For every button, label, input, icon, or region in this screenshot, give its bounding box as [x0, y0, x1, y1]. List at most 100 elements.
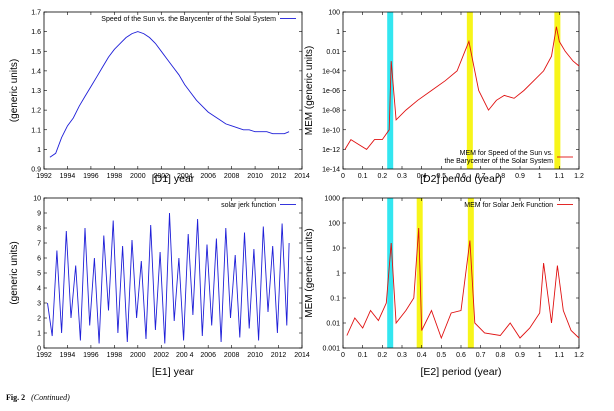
y-tick-label: 1.6 [31, 29, 41, 36]
y-tick-label: 1 [37, 147, 41, 154]
x-tick-label: 2006 [200, 173, 216, 180]
x-tick-label: 2008 [224, 352, 240, 359]
x-tick-label: 1992 [36, 173, 52, 180]
x-tick-label: 1992 [36, 352, 52, 359]
x-tick-label: 1994 [60, 173, 76, 180]
x-tick-label: 1998 [107, 352, 123, 359]
x-tick-label: 0.9 [515, 173, 525, 180]
x-tick-label: 0 [341, 173, 345, 180]
x-tick-label: 0.6 [456, 173, 466, 180]
y-axis-label: (generic units) [9, 59, 20, 122]
x-tick-label: 1 [538, 352, 542, 359]
highlight-band-2 [466, 12, 473, 169]
y-tick-label: 7 [37, 241, 41, 248]
y-axis-label: MEM (generic units) [304, 46, 315, 135]
x-tick-label: 2002 [153, 352, 169, 359]
x-tick-label: 1996 [83, 173, 99, 180]
y-axis-label: MEM (generic units) [304, 228, 315, 317]
y-tick-label: 8 [37, 226, 41, 233]
x-tick-label: 1.2 [574, 173, 584, 180]
y-tick-label: 1 [336, 29, 340, 36]
y-tick-label: 0 [37, 346, 41, 353]
y-tick-label: 1.1 [31, 127, 41, 134]
x-tick-label: 2010 [247, 352, 263, 359]
plot-frame [342, 197, 580, 349]
y-tick-label: 1e-14 [322, 167, 340, 174]
x-tick-label: 0.8 [495, 173, 505, 180]
x-tick-label: 0.1 [358, 352, 368, 359]
x-tick-label: 0 [341, 352, 345, 359]
y-tick-label: 1000 [324, 196, 340, 203]
x-tick-label: 0.9 [515, 352, 525, 359]
x-tick-label: 0.7 [476, 173, 486, 180]
x-tick-label: 2004 [177, 173, 193, 180]
y-tick-label: 1.5 [31, 49, 41, 56]
y-tick-label: 1.3 [31, 88, 41, 95]
y-tick-label: 1e-08 [322, 108, 340, 115]
series-line-d1 [49, 31, 290, 158]
panel-d1: 1992 1994 1996 1998 2000 2002 2004 2006 2008 2010… [9, 10, 310, 186]
y-tick-label: 1.7 [31, 10, 41, 17]
x-tick-label: 2006 [200, 352, 216, 359]
x-tick-label: 0.5 [436, 173, 446, 180]
x-tick-label: 1.2 [574, 352, 584, 359]
highlight-band-3 [467, 198, 474, 348]
x-tick-label: 2012 [271, 352, 287, 359]
y-tick-label: 4 [37, 286, 41, 293]
y-tick-label: 1e-10 [322, 127, 340, 134]
y-tick-label: 1 [37, 331, 41, 338]
y-tick-label: 1 [336, 271, 340, 278]
legend-label: MEM for Speed of the Sun vs. [460, 150, 553, 157]
legend-label: MEM for Solar Jerk Function [464, 202, 553, 209]
y-tick-label: 1e-04 [322, 68, 340, 75]
panel-d2: 0 0.1 0.2 0.3 0.4 0.5 0.6 0.7 0.8 0.9 1 1.1 1.2 1e-14… [304, 10, 584, 186]
x-tick-label: 1994 [60, 352, 76, 359]
panel-e2: 0 0.1 0.2 0.3 0.4 0.5 0.6 0.7 0.8 0.9 1 1.1 1.2 0.001… [304, 196, 584, 379]
x-axis-label: [E2] period (year) [420, 366, 501, 378]
x-tick-label: 1998 [107, 173, 123, 180]
y-tick-label: 1.4 [31, 68, 41, 75]
legend-label: Speed of the Sun vs. the Barycenter of t… [101, 16, 276, 23]
legend-label: the Barycenter of the Solar System [444, 158, 553, 165]
plot-frame [43, 11, 303, 170]
highlight-band-3 [554, 12, 561, 169]
panel-e1: 1992 1994 1996 1998 2000 2002 200 4 2006 2008 201… [9, 196, 310, 379]
x-tick-label: 2000 [130, 173, 146, 180]
highlight-band-1 [387, 198, 394, 348]
x-tick-label: 0.3 [397, 352, 407, 359]
x-tick-label: 0.4 [417, 173, 427, 180]
y-tick-label: 100 [328, 221, 340, 228]
x-tick-label: 2014 [294, 173, 310, 180]
caption: Fig. 2 (Continued) [6, 393, 70, 402]
y-tick-label: 3 [37, 301, 41, 308]
x-tick-label: 0.1 [358, 173, 368, 180]
x-tick-label: 0.7 [476, 352, 486, 359]
series-line-e2 [346, 227, 580, 340]
y-tick-label: 0.01 [326, 321, 340, 328]
x-axis-label: [D2] period (year) [420, 173, 502, 185]
plot-frame [43, 197, 303, 349]
x-axis-label: [E1] year [152, 366, 195, 378]
y-tick-label: 6 [37, 256, 41, 263]
y-tick-label: 10 [33, 196, 41, 203]
x-tick-label: 0.4 [417, 352, 427, 359]
x-tick-label: 0.6 [456, 352, 466, 359]
y-tick-label: 2 [37, 316, 41, 323]
plot-frame [342, 11, 580, 170]
y-tick-label: 1.2 [31, 108, 41, 115]
x-tick-label: 1996 [83, 352, 99, 359]
x-tick-label: 0.3 [397, 173, 407, 180]
y-tick-label: 9 [37, 211, 41, 218]
x-tick-label: 0.5 [436, 352, 446, 359]
x-tick-label: 2008 [224, 173, 240, 180]
series-line-d2 [344, 26, 580, 150]
y-tick-label: 0.1 [330, 296, 340, 303]
x-tick-label: 1.1 [554, 352, 564, 359]
y-tick-label: 5 [37, 271, 41, 278]
y-tick-label: 1e-06 [322, 88, 340, 95]
x-tick-label: 2014 [294, 352, 310, 359]
x-tick-label: 2002 [153, 173, 169, 180]
x-tick-label: 1.1 [554, 173, 564, 180]
x-tick-label: 0.2 [377, 352, 387, 359]
